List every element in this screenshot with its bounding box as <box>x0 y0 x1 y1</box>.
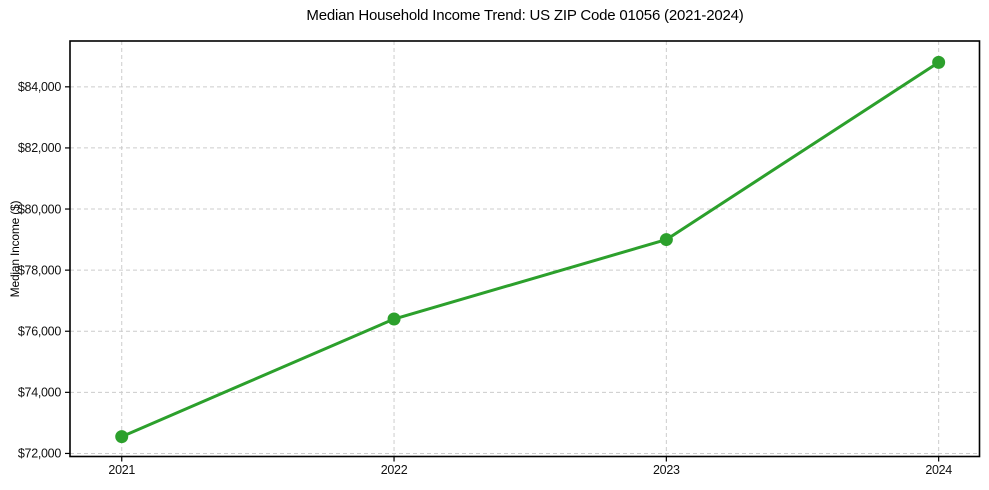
data-series <box>115 55 946 444</box>
x-tick-label: 2022 <box>381 463 408 477</box>
chart-title: Median Household Income Trend: US ZIP Co… <box>306 7 744 24</box>
data-point <box>659 233 673 247</box>
y-tick-label: $84,000 <box>18 80 61 94</box>
plot-border <box>69 40 981 458</box>
y-tick-label: $80,000 <box>18 202 61 216</box>
data-point <box>387 312 401 326</box>
gridlines <box>70 41 980 457</box>
data-point <box>932 55 946 69</box>
y-tick-label: $78,000 <box>18 263 61 277</box>
x-tick-label: 2021 <box>108 463 135 477</box>
y-tick-label: $82,000 <box>18 141 61 155</box>
x-tick-label: 2024 <box>925 463 952 477</box>
axis-ticks <box>65 86 940 462</box>
x-tick-label: 2023 <box>653 463 680 477</box>
y-tick-label: $76,000 <box>18 325 61 339</box>
data-point <box>115 430 129 444</box>
y-tick-label: $74,000 <box>18 386 61 400</box>
y-tick-label: $72,000 <box>18 447 61 461</box>
y-tick-labels: $72,000 $74,000 $76,000 $78,000 $80,000 $82,0… <box>18 80 62 461</box>
x-tick-labels: 2021 2022 2023 2024 <box>108 463 952 477</box>
trend-line <box>120 60 941 439</box>
